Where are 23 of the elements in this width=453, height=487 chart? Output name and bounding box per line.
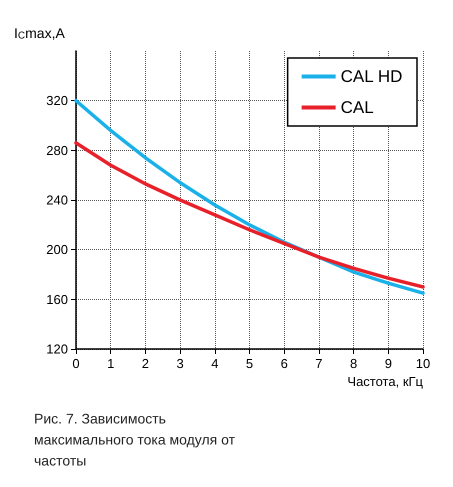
y-tick-label: 120 bbox=[46, 342, 68, 356]
legend-label: CAL bbox=[340, 98, 374, 117]
y-tick-label: 200 bbox=[46, 242, 68, 258]
y-axis-title: ICmax,A bbox=[14, 25, 66, 42]
x-tick-label: 1 bbox=[107, 356, 114, 371]
x-tick-label: 7 bbox=[315, 356, 323, 371]
y-tick-label: 320 bbox=[46, 93, 68, 108]
line-series bbox=[74, 141, 425, 289]
y-tick-label: 240 bbox=[46, 192, 68, 208]
x-axis-title: Частота, кГц bbox=[347, 374, 424, 389]
legend-label: CAL HD bbox=[340, 67, 402, 86]
x-tick-label: 9 bbox=[384, 356, 392, 371]
x-tick-label: 0 bbox=[72, 356, 80, 371]
x-tick-label: 4 bbox=[211, 356, 218, 371]
text: Рис. 7. Зависимость максимального тока модуля от частоты bbox=[34, 410, 239, 468]
x-tick-label: 2 bbox=[142, 356, 150, 371]
x-tick-label: 10 bbox=[416, 356, 430, 371]
x-tick-label: 3 bbox=[176, 356, 184, 371]
x-tick-label: 6 bbox=[280, 356, 288, 371]
x-tick-label: 8 bbox=[350, 356, 358, 371]
y-tick-label: 280 bbox=[46, 142, 68, 158]
x-tick-label: 5 bbox=[246, 356, 254, 371]
y-tick-label: 160 bbox=[46, 292, 68, 307]
